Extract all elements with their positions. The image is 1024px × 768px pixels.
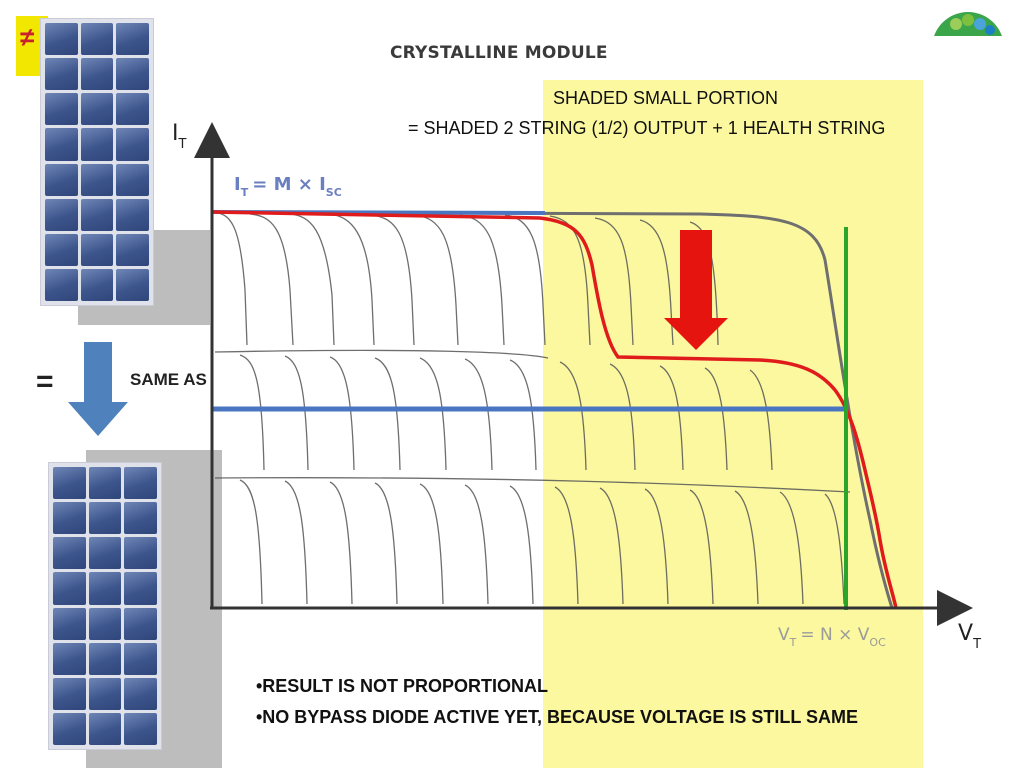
solar-cell [124,502,157,535]
x-axis-label: VT [958,621,981,652]
down-arrow-red-icon [664,230,728,350]
solar-cell [53,642,86,675]
current-equation: IT = M × ISC [234,174,342,199]
solar-cell [124,677,157,710]
caption-shaded-portion: SHADED SMALL PORTION [553,88,779,108]
solar-cell [80,233,114,266]
solar-cell [45,93,78,126]
solar-cell [80,58,114,91]
caption-string-output: = SHADED 2 STRING (1/2) OUTPUT + 1 HEALT… [408,118,886,138]
solar-cell [124,642,157,675]
solar-cell [88,677,122,710]
solar-cell [45,23,78,56]
y-axis-label: IT [172,121,187,152]
bullet-bypass-diode: •NO BYPASS DIODE ACTIVE YET, BECAUSE VOL… [256,707,859,727]
solar-cell [88,467,122,500]
solar-cell [80,128,114,161]
solar-cell [53,537,86,570]
solar-cell [45,163,78,196]
solar-cell [88,502,122,535]
solar-cell [80,268,114,301]
solar-cell [116,163,149,196]
solar-cell [80,93,114,126]
solar-cell [88,537,122,570]
solar-cell [116,128,149,161]
background-iv-curves [212,211,851,605]
solar-cell [116,268,149,301]
solar-cell [116,233,149,266]
solar-cell [53,677,86,710]
solar-cell [88,572,122,605]
solar-cell [124,537,157,570]
down-arrow-blue-icon [68,342,128,436]
solar-cell [88,712,122,745]
solar-cell [88,642,122,675]
solar-cell [124,572,157,605]
equals-sign: = [36,365,54,398]
solar-cell [45,198,78,231]
solar-cell [88,607,122,640]
solar-cell [80,198,114,231]
solar-cell [53,607,86,640]
solar-cell [45,58,78,91]
solar-panel-image [40,18,154,306]
solar-cell [124,467,157,500]
solar-cell [116,23,149,56]
slide-title: CRYSTALLINE MODULE [390,43,608,63]
solar-cell [45,268,78,301]
corner-logo-icon [934,12,1002,36]
bullet-result: •RESULT IS NOT PROPORTIONAL [256,676,548,696]
solar-cell [80,23,114,56]
solar-cell [53,502,86,535]
shaded-iv-curve [212,210,898,609]
solar-cell [45,233,78,266]
solar-cell [116,198,149,231]
solar-cell [45,128,78,161]
shaded-region [543,80,923,768]
solar-cell [116,58,149,91]
solar-cell [53,712,86,745]
voltage-equation: VT = N × VOC [778,625,886,649]
solar-cell [53,467,86,500]
solar-cell [124,607,157,640]
solar-cell [124,712,157,745]
same-as-label: SAME AS [130,370,207,389]
solar-cell [53,572,86,605]
envelope-curve [212,210,894,609]
solar-cell [116,93,149,126]
solar-panel-image [48,462,162,750]
solar-cell [80,163,114,196]
logo-mark: ≠ [20,22,35,52]
